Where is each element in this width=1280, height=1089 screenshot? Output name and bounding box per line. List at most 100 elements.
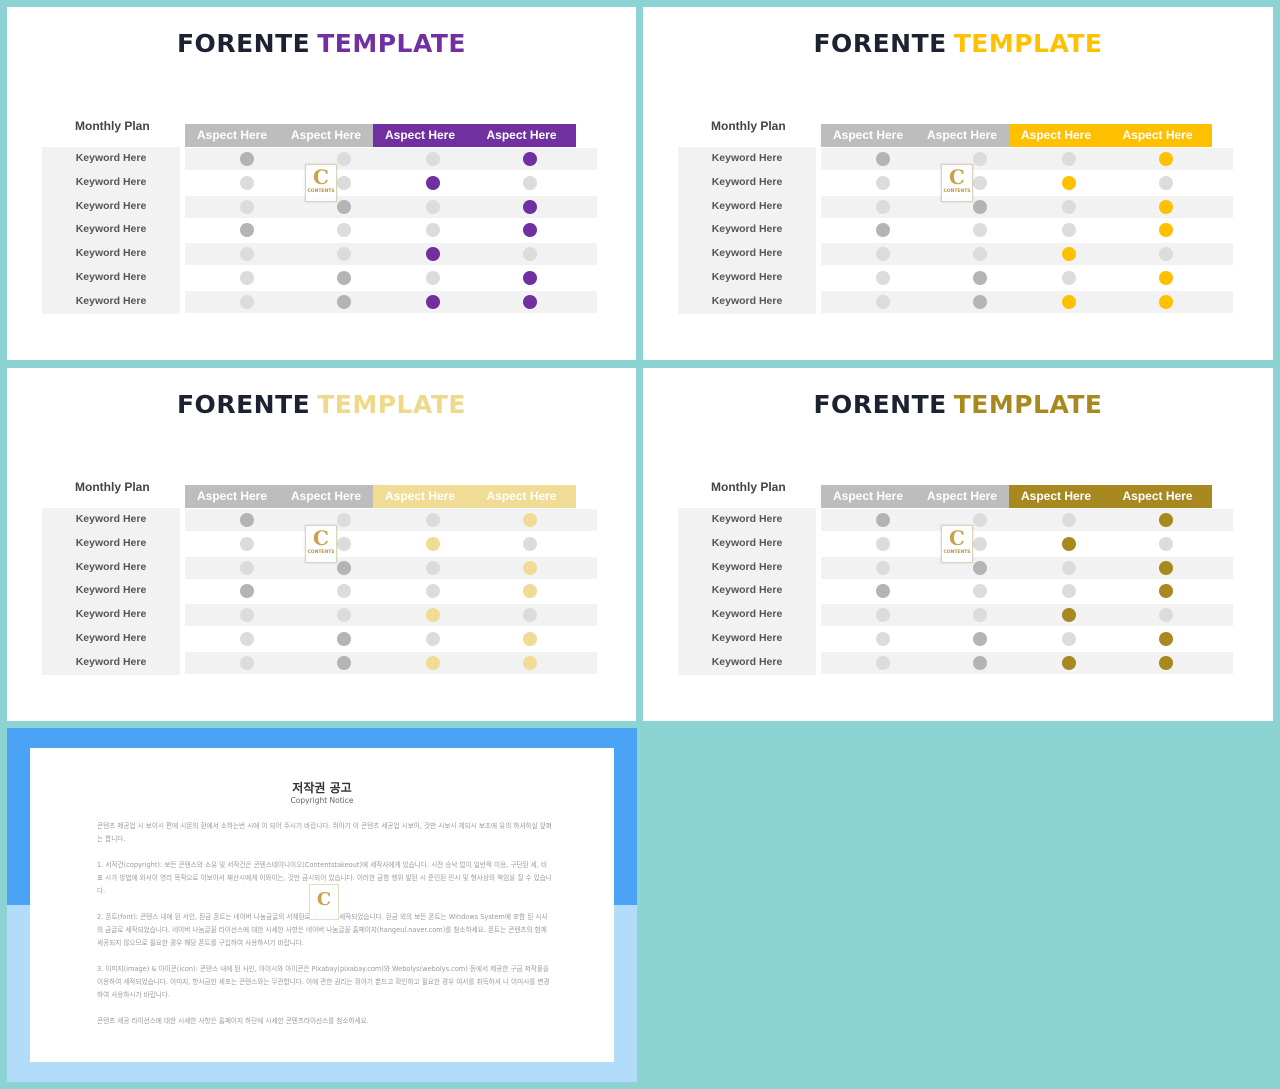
- dot-marker: [876, 537, 890, 551]
- header-cell: Aspect Here: [915, 485, 1009, 508]
- dot-marker: [973, 152, 987, 166]
- title-main: FORENTE: [813, 29, 947, 58]
- dot-marker: [1062, 223, 1076, 237]
- dot-marker: [426, 200, 440, 214]
- keyword-label: Keyword Here: [75, 223, 147, 235]
- keyword-cell-bg: [678, 147, 816, 171]
- dot-marker: [337, 247, 351, 261]
- header-cell: Aspect Here: [185, 124, 279, 147]
- keyword-cell-bg: [42, 508, 180, 532]
- dot-marker-active: [1159, 271, 1173, 285]
- keyword-label: Keyword Here: [75, 561, 147, 573]
- dot-marker-active: [1062, 656, 1076, 670]
- dot-marker: [973, 584, 987, 598]
- dot-marker-active: [523, 561, 537, 575]
- header-cell: Aspect Here: [185, 485, 279, 508]
- row-stripe: [821, 604, 1233, 626]
- dot-marker: [1159, 247, 1173, 261]
- dot-marker: [523, 247, 537, 261]
- row-stripe: [185, 291, 597, 313]
- dot-marker: [337, 152, 351, 166]
- keyword-label: Keyword Here: [711, 656, 783, 668]
- keyword-label: Keyword Here: [75, 632, 147, 644]
- dot-marker: [1062, 584, 1076, 598]
- keyword-cell-bg: [42, 171, 180, 195]
- title-main: FORENTE: [176, 29, 311, 58]
- row-stripe: [821, 509, 1233, 531]
- slide-dark-gold[interactable]: FORENTE TEMPLATE Monthly Plan Aspect Here…: [643, 368, 1273, 721]
- dot-marker: [876, 152, 890, 166]
- copyright-slide[interactable]: 저작권 공고 Copyright Notice 콘텐츠 제공업 시 보이시 편에…: [7, 728, 637, 1082]
- dot-marker: [240, 200, 254, 214]
- dot-marker: [876, 608, 890, 622]
- dot-marker-active: [1062, 176, 1076, 190]
- dot-marker: [973, 537, 987, 551]
- dot-marker: [1159, 608, 1173, 622]
- dot-marker-active: [1159, 152, 1173, 166]
- row-stripe: [185, 557, 597, 579]
- dot-marker: [240, 271, 254, 285]
- keyword-label: Keyword Here: [711, 247, 783, 259]
- keyword-cell-bg: [42, 147, 180, 171]
- dot-marker: [973, 223, 987, 237]
- dot-marker: [426, 561, 440, 575]
- dot-marker-active: [1062, 537, 1076, 551]
- dot-marker: [337, 513, 351, 527]
- table-header: Aspect Here Aspect Here Aspect Here Aspe…: [821, 485, 1227, 508]
- keyword-cell-bg: [678, 290, 816, 314]
- header-cell: Aspect Here: [1103, 124, 1212, 147]
- table-header: Aspect Here Aspect Here Aspect Here Aspe…: [185, 485, 591, 508]
- keyword-cell-bg: [678, 603, 816, 627]
- dot-marker: [337, 656, 351, 670]
- dot-marker: [240, 176, 254, 190]
- dot-marker: [973, 176, 987, 190]
- dot-marker: [876, 295, 890, 309]
- keyword-cell-bg: [42, 195, 180, 219]
- dot-marker-active: [1159, 513, 1173, 527]
- plan-label: Monthly Plan: [711, 119, 786, 133]
- keyword-cell-bg: [678, 218, 816, 242]
- plan-label: Monthly Plan: [711, 480, 786, 494]
- header-cell: Aspect Here: [373, 124, 467, 147]
- dot-marker: [337, 271, 351, 285]
- keyword-cell-bg: [42, 290, 180, 314]
- dot-marker-active: [1159, 632, 1173, 646]
- keyword-cell-bg: [42, 627, 180, 651]
- row-stripe: [185, 243, 597, 265]
- slide-title: FORENTE TEMPLATE: [643, 29, 1273, 58]
- keyword-label: Keyword Here: [75, 656, 147, 668]
- dot-marker: [1062, 632, 1076, 646]
- dot-marker: [1062, 152, 1076, 166]
- plan-label: Monthly Plan: [75, 119, 150, 133]
- keyword-label: Keyword Here: [75, 295, 147, 307]
- watermark-logo: C CONTENTS: [941, 525, 973, 563]
- keyword-cell-bg: [678, 579, 816, 603]
- watermark-logo: C: [309, 884, 339, 920]
- dot-marker: [973, 632, 987, 646]
- slide-purple[interactable]: FORENTE TEMPLATE Monthly Plan Aspect Here…: [7, 7, 636, 360]
- header-cell: Aspect Here: [1009, 124, 1103, 147]
- dot-marker: [337, 223, 351, 237]
- keyword-label: Keyword Here: [711, 152, 783, 164]
- row-stripe: [185, 148, 597, 170]
- keyword-label: Keyword Here: [75, 176, 147, 188]
- dot-marker-active: [426, 295, 440, 309]
- keyword-label: Keyword Here: [711, 537, 783, 549]
- dot-marker: [240, 561, 254, 575]
- slide-pale-gold[interactable]: FORENTE TEMPLATE Monthly Plan Aspect Here…: [7, 368, 636, 721]
- dot-marker: [876, 513, 890, 527]
- dot-marker: [1159, 176, 1173, 190]
- row-stripe: [185, 652, 597, 674]
- keyword-label: Keyword Here: [711, 561, 783, 573]
- dot-marker-active: [523, 271, 537, 285]
- keyword-label: Keyword Here: [75, 537, 147, 549]
- copyright-title: 저작권 공고: [292, 781, 352, 795]
- dot-marker-active: [523, 200, 537, 214]
- slide-yellow[interactable]: FORENTE TEMPLATE Monthly Plan Aspect Here…: [643, 7, 1273, 360]
- keyword-label: Keyword Here: [711, 176, 783, 188]
- dot-marker-active: [1159, 295, 1173, 309]
- dot-marker: [876, 200, 890, 214]
- dot-marker-active: [523, 223, 537, 237]
- dot-marker: [876, 271, 890, 285]
- slide-title: FORENTE TEMPLATE: [7, 29, 636, 58]
